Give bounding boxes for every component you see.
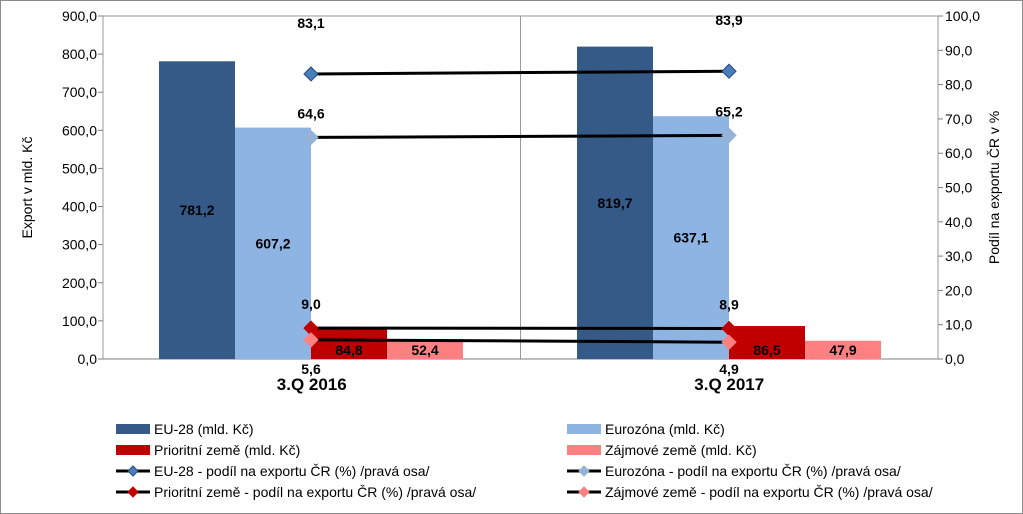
left-axis-tick-label: 500,0 [62, 160, 97, 176]
right-axis-tick-label: 80,0 [945, 77, 972, 93]
legend-diamond-marker [127, 465, 139, 477]
right-axis-title: Podíl na exportu ČR v % [986, 111, 1002, 264]
right-axis-tick-label: 50,0 [945, 180, 972, 196]
right-axis-tick-label: 90,0 [945, 42, 972, 58]
bar-4 [805, 340, 881, 359]
legend-label: EU-28 (mld. Kč) [154, 421, 254, 437]
right-axis-tick-label: 70,0 [945, 111, 972, 127]
line-data-label: 83,9 [715, 12, 742, 28]
legend-diamond-marker [578, 465, 590, 477]
legend-label: Prioritní země (mld. Kč) [154, 442, 300, 458]
line-marker-diamond [721, 63, 737, 79]
bar-3 [311, 326, 387, 359]
line-data-label: 65,2 [715, 103, 742, 119]
legend-bar-swatch [116, 445, 150, 455]
line-data-label: 4,9 [719, 361, 739, 377]
left-axis-tick-label: 900,0 [62, 8, 97, 24]
line-series-2 [310, 133, 730, 139]
line-marker-diamond [303, 332, 319, 348]
bar-data-label: 52,4 [411, 342, 438, 358]
bar-data-label: 637,1 [673, 230, 708, 246]
bar-4 [387, 339, 463, 359]
line-series-1 [310, 69, 730, 76]
bar-2 [653, 116, 729, 359]
legend-label: EU-28 - podíl na exportu ČR (%) /pravá o… [154, 463, 430, 479]
line-marker-diamond [721, 334, 737, 350]
line-series-4 [310, 338, 730, 344]
legend-diamond-marker [578, 486, 590, 498]
line-data-label: 64,6 [297, 105, 324, 121]
right-axis-tick-label: 30,0 [945, 248, 972, 264]
line-marker-diamond [303, 66, 319, 82]
line-marker-diamond [721, 127, 737, 144]
left-axis-tick-label: 300,0 [62, 237, 97, 253]
legend-label: Zájmové země - podíl na exportu ČR (%) /… [605, 484, 933, 500]
legend-label: Eurozóna (mld. Kč) [605, 421, 725, 437]
left-axis-tick-label: 600,0 [62, 122, 97, 138]
right-axis-tick-label: 20,0 [945, 282, 972, 298]
category-label: 3.Q 2016 [277, 375, 347, 394]
line-data-label: 5,6 [301, 361, 321, 377]
bar-2 [235, 127, 311, 360]
bar-data-label: 819,7 [597, 195, 632, 211]
legend-bar-swatch [567, 445, 601, 455]
bar-data-label: 47,9 [829, 342, 856, 358]
bar-3 [729, 326, 805, 359]
line-data-label: 8,9 [719, 296, 739, 312]
left-axis-title: Export v mld. Kč [19, 137, 35, 239]
legend-bar-swatch [116, 424, 150, 434]
left-axis-tick-label: 700,0 [62, 84, 97, 100]
line-data-label: 9,0 [301, 296, 321, 312]
left-axis-tick-label: 400,0 [62, 199, 97, 215]
right-axis-tick-label: 0,0 [945, 351, 965, 367]
legend-label: Prioritní země - podíl na exportu ČR (%)… [154, 484, 476, 500]
right-axis-tick-label: 10,0 [945, 317, 972, 333]
legend-label: Eurozóna - podíl na exportu ČR (%) /prav… [605, 463, 901, 479]
bar-data-label: 86,5 [753, 342, 780, 358]
bar-1 [159, 61, 235, 359]
left-axis-tick-label: 0,0 [78, 351, 98, 367]
bar-data-label: 607,2 [255, 235, 290, 251]
legend-bar-swatch [567, 424, 601, 434]
left-axis-tick-label: 100,0 [62, 313, 97, 329]
left-axis-tick-label: 800,0 [62, 46, 97, 62]
right-axis-tick-label: 60,0 [945, 145, 972, 161]
line-marker-diamond [303, 129, 319, 146]
category-label: 3.Q 2017 [694, 375, 764, 394]
left-axis-tick-label: 200,0 [62, 275, 97, 291]
line-data-label: 83,1 [297, 15, 324, 31]
legend-label: Zájmové země (mld. Kč) [605, 442, 757, 458]
bar-1 [577, 46, 653, 360]
bar-data-label: 84,8 [335, 342, 362, 358]
right-axis-tick-label: 40,0 [945, 214, 972, 230]
right-axis-tick-label: 100,0 [945, 8, 980, 24]
legend-diamond-marker [127, 486, 139, 498]
bar-data-label: 781,2 [179, 202, 214, 218]
